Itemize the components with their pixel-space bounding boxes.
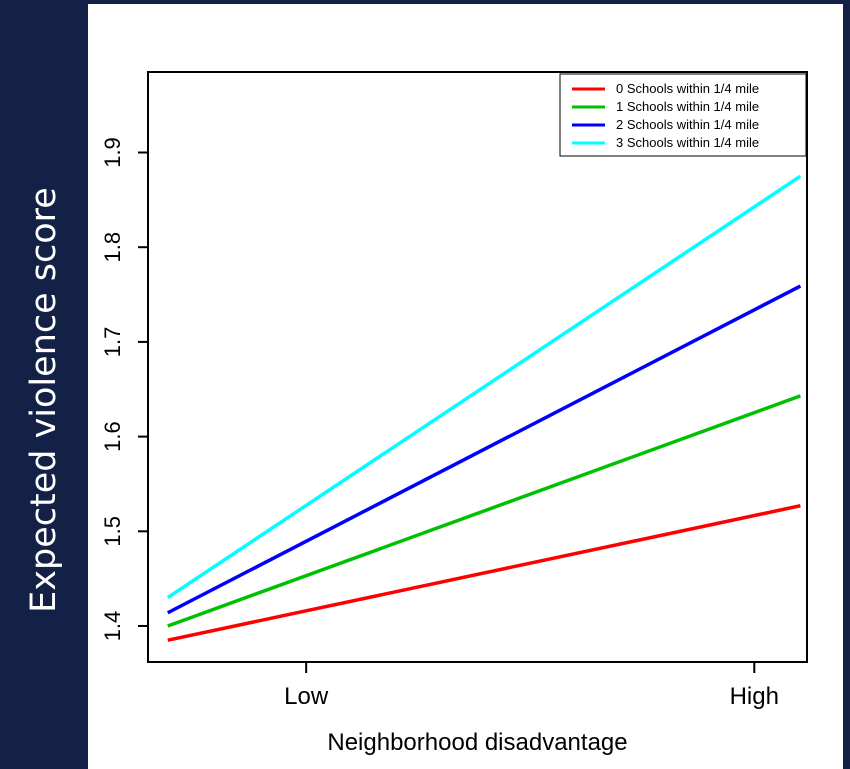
y-tick-label: 1.5 [100,516,125,547]
x-axis-title: Neighborhood disadvantage [327,729,627,756]
y-tick-label: 1.7 [100,327,125,358]
x-tick-label: Low [284,683,329,710]
y-axis-title-band: Expected violence score [0,0,88,769]
series-line-0 [167,504,801,642]
y-tick-label: 1.4 [100,611,125,642]
legend-label: 3 Schools within 1/4 mile [616,135,759,150]
plot-frame [147,71,808,663]
legend-label: 1 Schools within 1/4 mile [616,99,759,114]
y-tick-label: 1.6 [100,421,125,452]
legend-label: 2 Schools within 1/4 mile [616,117,759,132]
y-tick-label: 1.8 [100,232,125,263]
x-tick-label: High [730,683,779,710]
series-line-1 [167,394,802,628]
y-tick-label: 1.9 [100,137,125,168]
series-line-2 [166,284,802,615]
series-line-3 [166,174,802,600]
legend-label: 0 Schools within 1/4 mile [616,81,759,96]
